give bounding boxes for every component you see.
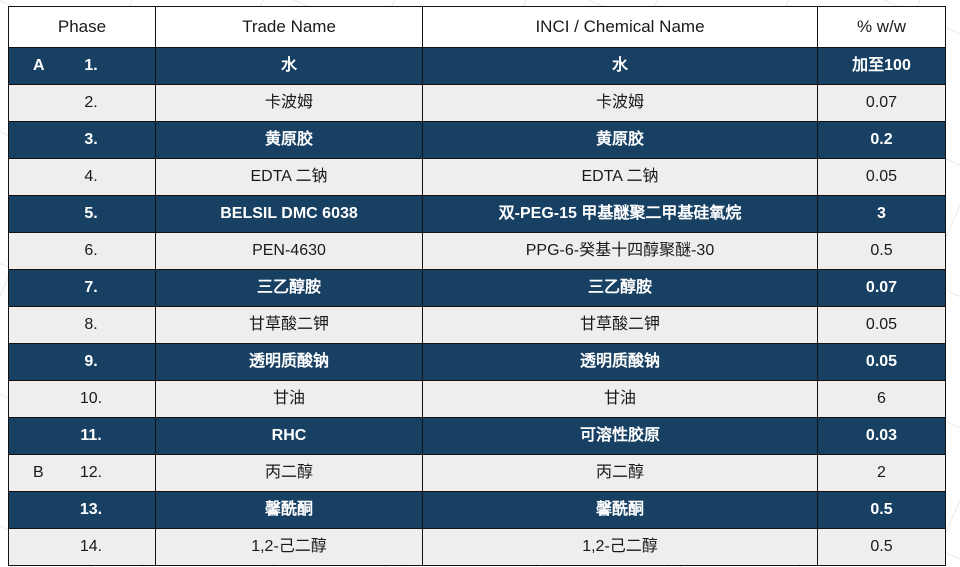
cell-trade-name: 1,2-己二醇	[155, 528, 423, 566]
table-row: 9. 透明质酸钠 透明质酸钠 0.05	[8, 343, 946, 381]
cell-trade-name: 黄原胶	[155, 121, 423, 159]
cell-trade-name: 三乙醇胺	[155, 269, 423, 307]
phase-number: 3.	[84, 131, 98, 149]
cell-phase: A 1.	[8, 47, 156, 85]
cell-inci: 1,2-己二醇	[422, 528, 818, 566]
cell-inci: 可溶性胶原	[422, 417, 818, 455]
cell-inci: 透明质酸钠	[422, 343, 818, 381]
cell-trade-name: BELSIL DMC 6038	[155, 195, 423, 233]
cell-pct: 6	[817, 380, 946, 418]
column-header-pct: % w/w	[817, 6, 946, 48]
cell-inci: PPG-6-癸基十四醇聚醚-30	[422, 232, 818, 270]
cell-phase: 11.	[8, 417, 156, 455]
table-row: 7. 三乙醇胺 三乙醇胺 0.07	[8, 269, 946, 307]
cell-inci: 卡波姆	[422, 84, 818, 122]
cell-phase: 4.	[8, 158, 156, 196]
table-row: 14. 1,2-己二醇 1,2-己二醇 0.5	[8, 528, 946, 566]
cell-phase: 10.	[8, 380, 156, 418]
phase-number: 1.	[84, 57, 98, 75]
cell-pct: 0.2	[817, 121, 946, 159]
cell-phase: 6.	[8, 232, 156, 270]
cell-pct: 3	[817, 195, 946, 233]
cell-trade-name: 卡波姆	[155, 84, 423, 122]
cell-pct: 0.07	[817, 269, 946, 307]
cell-trade-name: 甘油	[155, 380, 423, 418]
phase-number: 6.	[84, 242, 98, 260]
table-row: A 1. 水水加至100	[8, 47, 946, 85]
cell-pct: 0.05	[817, 306, 946, 344]
cell-trade-name: 丙二醇	[155, 454, 423, 492]
cell-phase: B 12.	[8, 454, 156, 492]
phase-number: 12.	[79, 464, 103, 482]
cell-inci: 甘油	[422, 380, 818, 418]
table-row: 2. 卡波姆 卡波姆 0.07	[8, 84, 946, 122]
table-row: 10. 甘油 甘油 6	[8, 380, 946, 418]
cell-trade-name: EDTA 二钠	[155, 158, 423, 196]
phase-number: 4.	[84, 168, 98, 186]
cell-phase: 5.	[8, 195, 156, 233]
cell-inci: 馨酰酮	[422, 491, 818, 529]
cell-inci: 水	[422, 47, 818, 85]
table-row: 6. PEN-4630 PPG-6-癸基十四醇聚醚-30 0.5	[8, 232, 946, 270]
phase-letter: B	[33, 464, 44, 482]
cell-phase: 8.	[8, 306, 156, 344]
cell-inci: 甘草酸二钾	[422, 306, 818, 344]
cell-trade-name: 甘草酸二钾	[155, 306, 423, 344]
cell-pct: 0.5	[817, 528, 946, 566]
table-row: 8. 甘草酸二钾 甘草酸二钾 0.05	[8, 306, 946, 344]
cell-pct: 2	[817, 454, 946, 492]
cell-trade-name: 透明质酸钠	[155, 343, 423, 381]
cell-inci: 双-PEG-15 甲基醚聚二甲基硅氧烷	[422, 195, 818, 233]
phase-number: 11.	[80, 427, 102, 445]
cell-phase: 14.	[8, 528, 156, 566]
header-row: Phase Trade Name INCI / Chemical Name % …	[8, 6, 946, 48]
table-row: B 12. 丙二醇 丙二醇 2	[8, 454, 946, 492]
cell-pct: 0.5	[817, 491, 946, 529]
table-header: Phase Trade Name INCI / Chemical Name % …	[8, 6, 946, 48]
cell-inci: 三乙醇胺	[422, 269, 818, 307]
cell-phase: 3.	[8, 121, 156, 159]
cell-pct: 0.05	[817, 158, 946, 196]
table-row: 5. BELSIL DMC 6038 双-PEG-15 甲基醚聚二甲基硅氧烷 3	[8, 195, 946, 233]
phase-number: 8.	[84, 316, 98, 334]
cell-trade-name: RHC	[155, 417, 423, 455]
cell-trade-name: PEN-4630	[155, 232, 423, 270]
cell-pct: 0.5	[817, 232, 946, 270]
cell-trade-name: 水	[155, 47, 423, 85]
cell-phase: 7.	[8, 269, 156, 307]
cell-pct: 0.05	[817, 343, 946, 381]
cell-phase: 13.	[8, 491, 156, 529]
cell-inci: 丙二醇	[422, 454, 818, 492]
column-header-trade-name: Trade Name	[155, 6, 423, 48]
cell-pct: 0.07	[817, 84, 946, 122]
column-header-phase: Phase	[8, 6, 156, 48]
table-row: 11. RHC 可溶性胶原 0.03	[8, 417, 946, 455]
phase-number: 7.	[84, 279, 98, 297]
table-row: 13. 馨酰酮 馨酰酮 0.5	[8, 491, 946, 529]
cell-pct: 0.03	[817, 417, 946, 455]
phase-number: 2.	[84, 94, 98, 112]
phase-letter: A	[33, 57, 45, 75]
cell-inci: EDTA 二钠	[422, 158, 818, 196]
cell-pct: 加至100	[817, 47, 946, 85]
table-row: 4. EDTA 二钠 EDTA 二钠 0.05	[8, 158, 946, 196]
cell-phase: 9.	[8, 343, 156, 381]
formulation-table: Phase Trade Name INCI / Chemical Name % …	[8, 6, 946, 566]
phase-number: 9.	[84, 353, 98, 371]
formulation-table-container: Phase Trade Name INCI / Chemical Name % …	[8, 6, 946, 566]
table-row: 3. 黄原胶 黄原胶 0.2	[8, 121, 946, 159]
cell-trade-name: 馨酰酮	[155, 491, 423, 529]
cell-phase: 2.	[8, 84, 156, 122]
phase-number: 13.	[79, 501, 103, 519]
phase-number: 5.	[84, 205, 98, 223]
table-body: A 1. 水水加至100 2. 卡波姆 卡波姆 0.07 3. 黄原胶 黄原胶 0.2 4. EDTA …	[8, 47, 946, 566]
cell-inci: 黄原胶	[422, 121, 818, 159]
column-header-inci: INCI / Chemical Name	[422, 6, 818, 48]
phase-number: 14.	[79, 538, 103, 556]
phase-number: 10.	[79, 390, 103, 408]
